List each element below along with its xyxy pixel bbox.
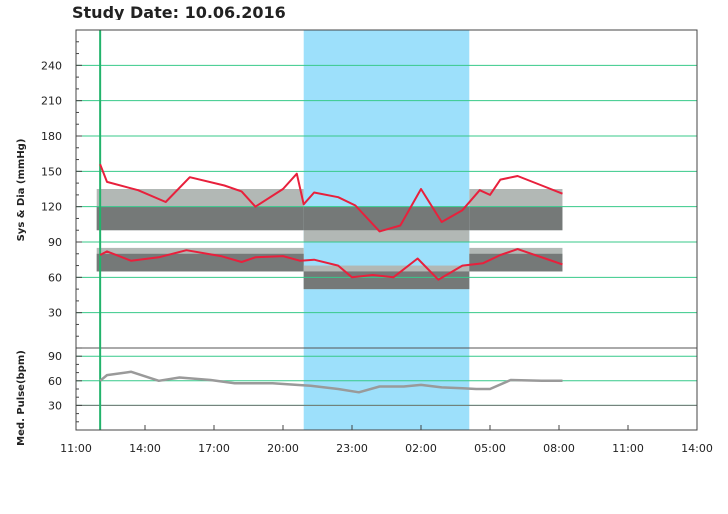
y-tick-label-bp: 30 <box>48 307 62 320</box>
x-tick-label: 17:00 <box>198 442 230 455</box>
series-pulse-line-0 <box>99 370 563 394</box>
plot-frame <box>75 29 698 431</box>
band-systolic-day-2-dark <box>469 206 563 231</box>
x-tick-label: 08:00 <box>543 442 575 455</box>
y-tick-label-bp: 60 <box>48 271 62 284</box>
band-diastolic-night-dark <box>303 271 470 290</box>
y-tick-label-pulse: 90 <box>48 350 62 363</box>
x-tick-label: 11:00 <box>60 442 92 455</box>
y-tick-label-bp: 90 <box>48 236 62 249</box>
band-systolic-night-dark <box>303 206 470 231</box>
series-bp-line-1 <box>99 248 563 281</box>
study-date-header: Study Date: 10.06.2016 <box>72 3 286 22</box>
y-tick-label-bp: 180 <box>41 130 62 143</box>
series-lines <box>99 163 563 394</box>
x-tick-label: 14:00 <box>681 442 713 455</box>
y-tick-label-bp: 120 <box>41 201 62 214</box>
x-tick-label: 14:00 <box>129 442 161 455</box>
gridlines <box>76 30 697 430</box>
x-tick-label: 02:00 <box>405 442 437 455</box>
y-axis-title-pulse: Med. Pulse(bpm) <box>16 350 27 446</box>
x-tick-label: 05:00 <box>474 442 506 455</box>
x-tick-label: 23:00 <box>336 442 368 455</box>
y-tick-label-bp: 210 <box>41 95 62 108</box>
y-tick-label-bp: 240 <box>41 59 62 72</box>
y-tick-label-bp: 150 <box>41 165 62 178</box>
band-systolic-day-dark <box>96 206 304 231</box>
x-tick-label: 20:00 <box>267 442 299 455</box>
y-axis-title-bp: Sys & Dia (mmHg) <box>16 139 27 242</box>
y-tick-label-pulse: 60 <box>48 375 62 388</box>
x-tick-label: 11:00 <box>612 442 644 455</box>
series-bp-line-0 <box>99 163 563 233</box>
reference-bands <box>96 189 563 290</box>
y-tick-label-pulse: 30 <box>48 399 62 412</box>
